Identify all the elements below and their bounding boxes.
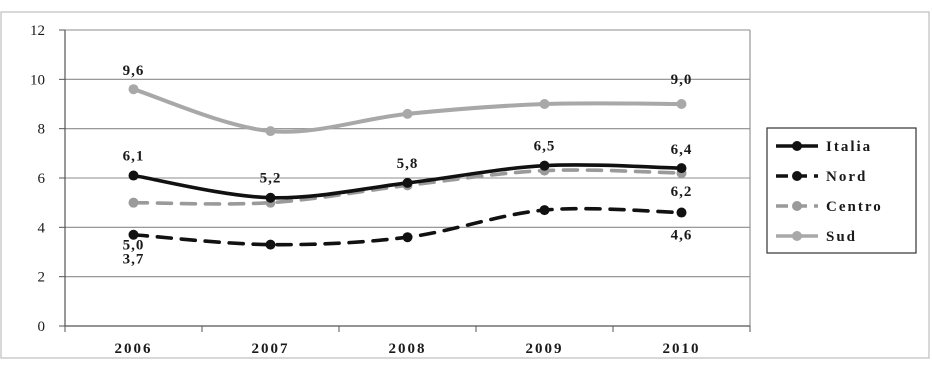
legend-marker-centro: [792, 201, 802, 211]
x-tick-label: 2007: [252, 341, 290, 357]
legend: Italia Nord Centro Sud: [766, 127, 917, 254]
y-tick-label: 2: [38, 270, 46, 286]
legend-label-centro: Centro: [826, 199, 883, 215]
data-point-nord: [128, 229, 139, 240]
data-point-centro: [128, 197, 139, 208]
legend-label-nord: Nord: [826, 169, 867, 185]
data-labels: 9,6 9,0 6,1 5,2 5,8 6,5 6,4 5,0 6,2 3,7 4,6: [123, 63, 693, 268]
legend-marker-nord: [792, 171, 802, 181]
data-label-italia: 6,5: [534, 139, 556, 155]
chart-border: [0, 11, 930, 359]
y-tick-label: 6: [38, 171, 46, 187]
data-point-sud: [128, 84, 139, 95]
data-point-nord: [539, 205, 550, 216]
data-point-nord: [402, 232, 413, 243]
data-point-sud: [676, 99, 687, 109]
x-tick-label: 2010: [663, 341, 701, 357]
legend-marker-italia: [792, 141, 802, 151]
data-label-centro: 6,2: [671, 184, 693, 200]
legend-marker-sud: [792, 231, 802, 241]
data-point-italia: [265, 192, 276, 203]
legend-label-sud: Sud: [826, 229, 857, 245]
y-tick-label: 12: [30, 23, 45, 39]
data-point-nord: [265, 239, 276, 250]
data-point-sud: [402, 108, 413, 119]
gridlines: [65, 29, 750, 278]
data-label-italia: 5,8: [397, 156, 419, 172]
x-tick-label: 2006: [115, 341, 153, 357]
y-tick-label: 10: [30, 72, 45, 88]
x-tick-label: 2008: [389, 341, 427, 357]
data-point-italia: [676, 163, 687, 174]
data-label-centro: 5,0: [123, 238, 145, 254]
data-label-nord: 3,7: [123, 252, 145, 268]
data-point-nord: [676, 207, 687, 218]
y-tick-labels: 0 2 4 6 8 10 12: [30, 23, 46, 335]
y-tick-label: 0: [38, 319, 46, 335]
data-label-italia: 6,4: [671, 142, 693, 158]
series-lines: [128, 84, 687, 250]
x-tick-label: 2009: [526, 341, 564, 357]
data-label-sud: 9,6: [123, 63, 145, 79]
data-point-sud: [265, 126, 276, 137]
data-label-italia: 6,1: [123, 149, 145, 165]
data-label-nord: 4,6: [671, 228, 693, 244]
data-point-sud: [539, 99, 550, 109]
data-point-italia: [539, 160, 550, 171]
y-tick-label: 8: [38, 122, 46, 138]
data-point-italia: [402, 177, 413, 188]
data-label-italia: 5,2: [260, 171, 282, 187]
data-point-italia: [128, 170, 139, 181]
axes: [59, 29, 751, 332]
legend-box: [766, 127, 917, 254]
data-label-sud: 9,0: [671, 72, 693, 88]
legend-label-italia: Italia: [826, 139, 872, 155]
x-tick-labels: 2006 2007 2008 2009 2010: [115, 341, 701, 357]
y-tick-label: 4: [38, 220, 46, 236]
